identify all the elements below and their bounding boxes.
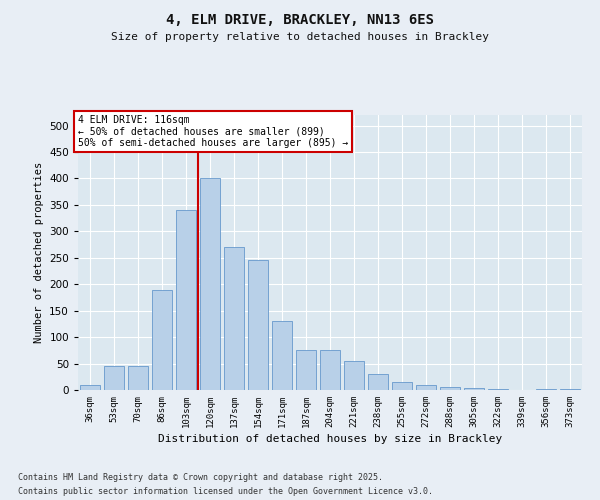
- X-axis label: Distribution of detached houses by size in Brackley: Distribution of detached houses by size …: [158, 434, 502, 444]
- Bar: [104, 366, 124, 390]
- Bar: [440, 388, 460, 390]
- Bar: [320, 350, 340, 390]
- Bar: [176, 210, 196, 390]
- Bar: [392, 382, 412, 390]
- Bar: [272, 322, 292, 390]
- Bar: [488, 389, 508, 390]
- Bar: [80, 384, 100, 390]
- Text: 4, ELM DRIVE, BRACKLEY, NN13 6ES: 4, ELM DRIVE, BRACKLEY, NN13 6ES: [166, 12, 434, 26]
- Bar: [128, 366, 148, 390]
- Y-axis label: Number of detached properties: Number of detached properties: [34, 162, 44, 343]
- Text: 4 ELM DRIVE: 116sqm
← 50% of detached houses are smaller (899)
50% of semi-detac: 4 ELM DRIVE: 116sqm ← 50% of detached ho…: [78, 115, 348, 148]
- Bar: [296, 350, 316, 390]
- Bar: [224, 247, 244, 390]
- Bar: [560, 389, 580, 390]
- Bar: [248, 260, 268, 390]
- Text: Size of property relative to detached houses in Brackley: Size of property relative to detached ho…: [111, 32, 489, 42]
- Bar: [200, 178, 220, 390]
- Bar: [416, 384, 436, 390]
- Text: Contains public sector information licensed under the Open Government Licence v3: Contains public sector information licen…: [18, 488, 433, 496]
- Bar: [368, 374, 388, 390]
- Text: Contains HM Land Registry data © Crown copyright and database right 2025.: Contains HM Land Registry data © Crown c…: [18, 472, 383, 482]
- Bar: [344, 361, 364, 390]
- Bar: [464, 388, 484, 390]
- Bar: [152, 290, 172, 390]
